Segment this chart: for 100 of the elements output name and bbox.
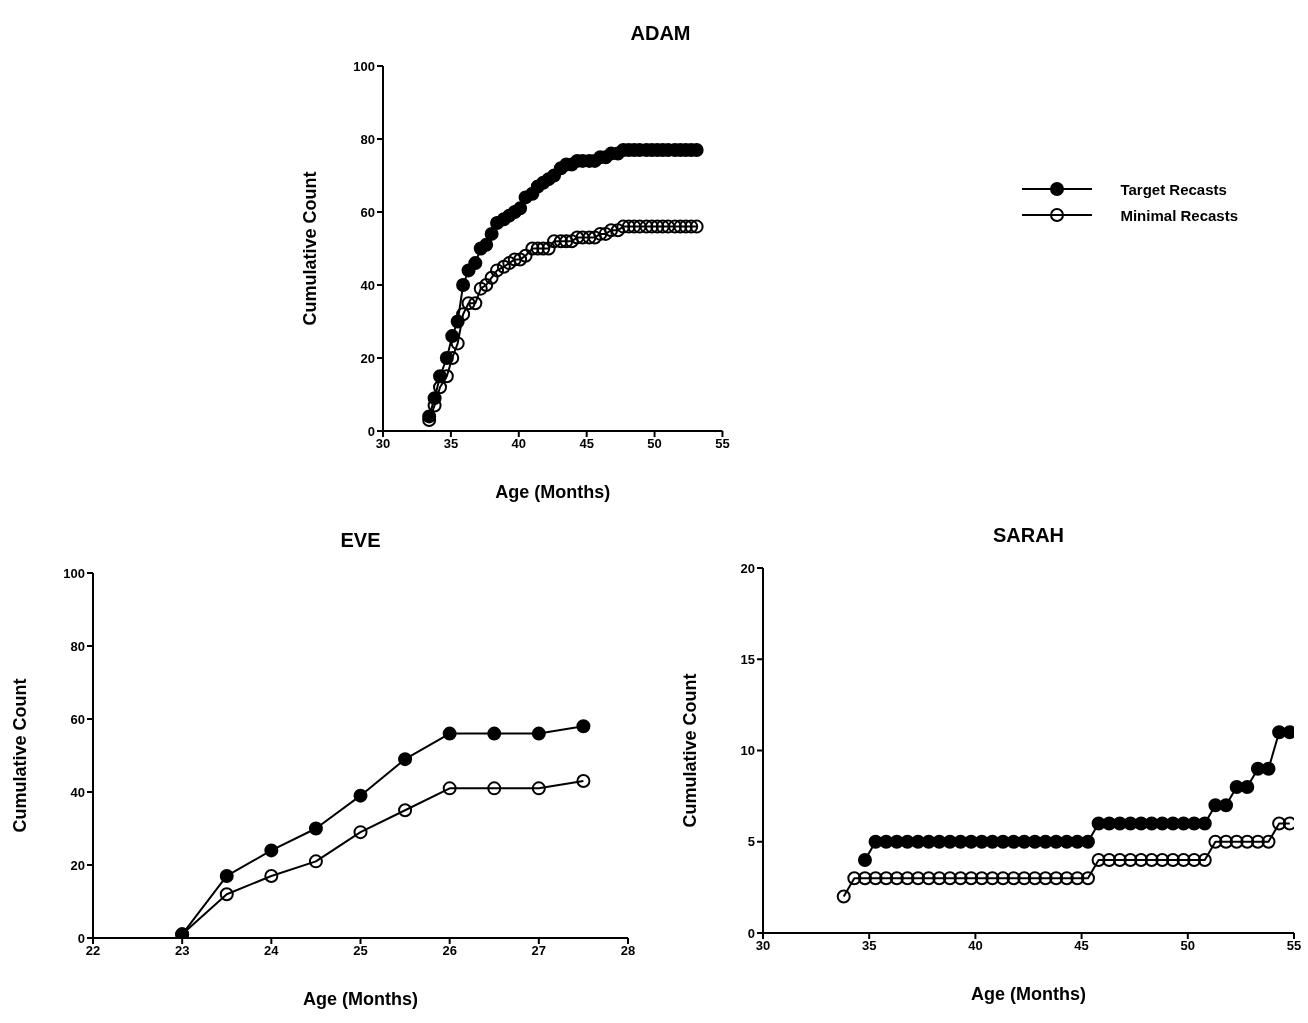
- y-tick-label: 60: [360, 204, 375, 220]
- x-tick-label: 35: [443, 436, 459, 452]
- x-axis-title: Age (Months): [495, 481, 611, 502]
- point: [1027, 871, 1042, 886]
- point: [518, 248, 533, 263]
- point: [1272, 816, 1287, 831]
- x-tick-label: 55: [1286, 938, 1302, 954]
- point: [598, 226, 613, 241]
- x-tick-label: 50: [647, 436, 662, 452]
- y-tick-label: 40: [70, 784, 85, 800]
- x-tick-label: 40: [968, 938, 983, 954]
- point: [1240, 834, 1255, 849]
- x-tick-label: 55: [715, 436, 730, 452]
- y-tick-label: 20: [360, 350, 375, 366]
- point: [932, 871, 947, 886]
- point: [1261, 761, 1276, 776]
- x-tick-label: 28: [620, 943, 636, 959]
- point: [678, 219, 693, 234]
- point: [1091, 853, 1106, 867]
- point: [1240, 780, 1255, 794]
- point: [879, 871, 894, 886]
- point: [964, 871, 979, 886]
- point: [616, 219, 631, 234]
- point: [576, 719, 591, 734]
- y-tick-label: 20: [740, 560, 755, 576]
- y-axis-title: Cumulative Count: [680, 673, 701, 828]
- point: [484, 270, 499, 285]
- legend-label: Minimal Recasts: [1120, 206, 1238, 224]
- point: [673, 219, 688, 234]
- point: [1197, 853, 1212, 867]
- point: [621, 219, 636, 234]
- y-tick-label: 0: [367, 423, 375, 439]
- point: [353, 825, 368, 840]
- point: [974, 871, 989, 886]
- point: [468, 256, 483, 271]
- point: [667, 219, 682, 234]
- point: [582, 230, 597, 245]
- point: [836, 889, 851, 904]
- chart-title: SARAH: [992, 524, 1065, 546]
- point: [1144, 853, 1159, 867]
- point: [644, 219, 659, 234]
- point: [513, 201, 528, 216]
- point: [1070, 871, 1085, 886]
- point: [1102, 853, 1117, 867]
- point: [1219, 798, 1234, 813]
- point: [433, 380, 448, 395]
- point: [264, 843, 279, 858]
- point: [547, 234, 562, 249]
- point: [639, 219, 654, 234]
- point: [1155, 853, 1170, 867]
- point: [525, 241, 540, 256]
- point: [1123, 853, 1138, 867]
- point: [1250, 834, 1265, 849]
- x-tick-label: 30: [755, 938, 771, 954]
- x-tick-label: 24: [264, 943, 280, 959]
- point: [1187, 853, 1202, 867]
- point: [1261, 834, 1276, 849]
- point: [921, 871, 936, 886]
- x-tick-label: 50: [1180, 938, 1196, 954]
- point: [531, 726, 546, 741]
- x-tick-label: 30: [375, 436, 391, 452]
- point: [576, 774, 591, 789]
- point: [468, 296, 483, 311]
- y-tick-label: 0: [77, 930, 85, 946]
- y-tick-label: 5: [747, 834, 755, 850]
- point: [1080, 871, 1095, 886]
- x-tick-label: 22: [85, 943, 101, 959]
- point: [1006, 871, 1021, 886]
- point: [398, 752, 413, 767]
- point: [889, 871, 904, 886]
- point: [353, 788, 368, 803]
- point: [847, 871, 862, 886]
- point: [531, 781, 546, 796]
- y-tick-label: 80: [70, 638, 85, 654]
- x-tick-label: 27: [531, 943, 547, 959]
- y-tick-label: 0: [747, 925, 755, 941]
- point: [456, 307, 471, 322]
- y-axis-title: Cumulative Count: [300, 171, 321, 326]
- x-tick-label: 45: [579, 436, 594, 452]
- point: [219, 887, 234, 902]
- point: [450, 336, 465, 351]
- chart-title: EVE: [340, 529, 381, 551]
- point: [610, 223, 625, 238]
- y-tick-label: 20: [70, 857, 85, 873]
- point: [487, 726, 502, 741]
- x-axis-title: Age (Months): [971, 983, 1086, 1004]
- point: [604, 223, 619, 238]
- chart-title: ADAM: [630, 22, 691, 44]
- point: [1059, 871, 1074, 886]
- point: [479, 237, 494, 252]
- point: [490, 263, 505, 278]
- point: [398, 803, 413, 818]
- point: [219, 868, 234, 883]
- point: [536, 241, 551, 256]
- point: [513, 252, 528, 267]
- point: [868, 871, 883, 886]
- y-tick-label: 40: [360, 277, 375, 293]
- x-tick-label: 35: [861, 938, 877, 954]
- y-tick-label: 10: [740, 743, 755, 759]
- point: [484, 226, 499, 241]
